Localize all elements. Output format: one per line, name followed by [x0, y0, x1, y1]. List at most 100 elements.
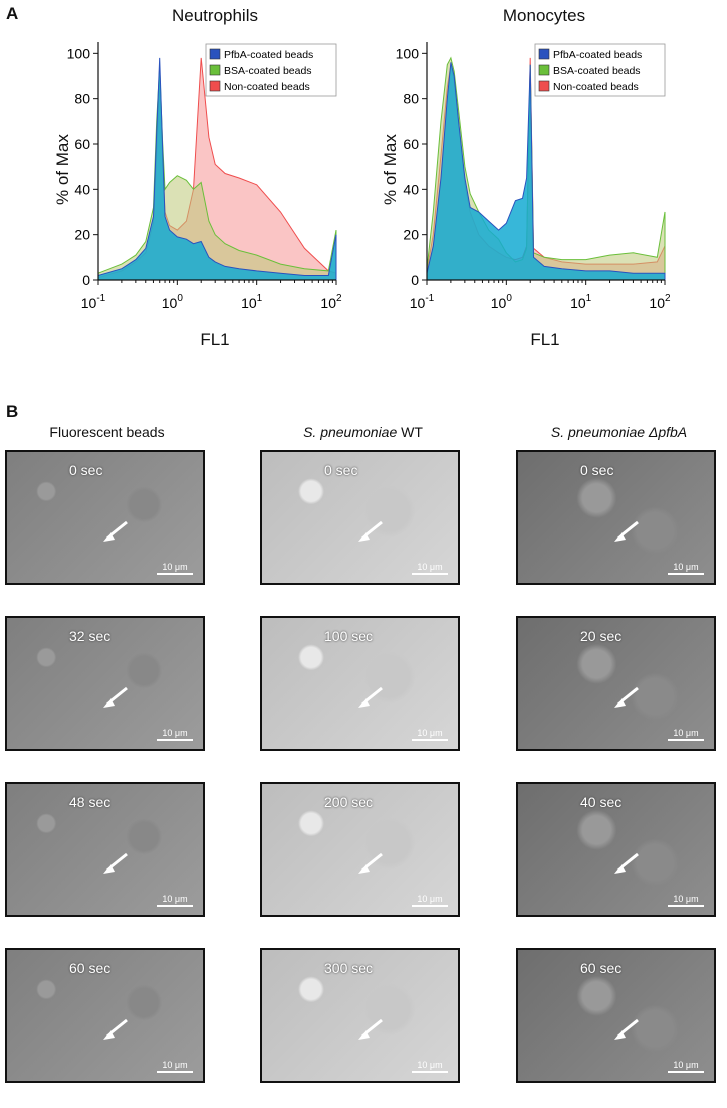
y-tick-label: 0 [411, 272, 419, 288]
micrograph-r4-c1: 60 sec 10 μm [5, 948, 205, 1083]
scale-bar: 10 μm [412, 728, 448, 741]
timestamp-label: 100 sec [324, 628, 374, 644]
scale-bar: 10 μm [668, 894, 704, 907]
scale-bar-line [412, 1071, 448, 1073]
scale-bar-label: 10 μm [162, 1060, 188, 1070]
x-tick-exp: 2 [665, 293, 671, 304]
y-tick-label: 60 [74, 136, 90, 152]
chart-legend: PfbA-coated beads BSA-coated beads Non-coa… [534, 43, 666, 97]
panel-a-letter: A [6, 4, 19, 23]
x-tick-base: 10 [570, 295, 586, 311]
timestamp-label: 0 sec [324, 462, 358, 478]
x-tick-label: 102 [320, 293, 342, 311]
micrograph-r2-c1: 32 sec 10 μm [5, 616, 205, 751]
series-area-pfba-coated-beads [97, 57, 337, 281]
scale-bar-line [412, 573, 448, 575]
micrograph-r2-c2: 100 sec 10 μm [260, 616, 460, 751]
chart-xlabel-neutrophils: FL1 [200, 330, 230, 349]
timestamp-label: 0 sec [69, 462, 103, 478]
scale-bar-label: 10 μm [162, 728, 188, 738]
x-tick-base: 10 [491, 295, 507, 311]
legend-swatch [209, 48, 221, 60]
micrograph-r3-c2: 200 sec 10 μm [260, 782, 460, 917]
micrograph-r4-c2: 300 sec 10 μm [260, 948, 460, 1083]
scale-bar: 10 μm [157, 728, 193, 741]
scale-bar: 10 μm [157, 562, 193, 575]
timestamp-label: 20 sec [580, 628, 622, 644]
x-tick-base: 10 [81, 295, 97, 311]
micrograph-r3-c3: 40 sec 10 μm [516, 782, 716, 917]
column-header-wt: S. pneumoniae WT [303, 424, 423, 440]
legend-box [534, 43, 666, 97]
y-tick-label: 20 [403, 227, 419, 243]
arrow-icon [103, 520, 128, 542]
micrograph-r2-c3: 20 sec 10 μm [516, 616, 716, 751]
scale-bar-line [157, 573, 193, 575]
x-tick-base: 10 [241, 295, 257, 311]
arrow-icon [358, 520, 383, 542]
legend-box [205, 43, 337, 97]
x-tick-exp: 0 [177, 293, 183, 304]
x-tick-exp: 0 [506, 293, 512, 304]
chart-title-monocytes: Monocytes [502, 6, 586, 25]
scale-bar-line [157, 739, 193, 741]
arrow-icon [103, 852, 128, 874]
arrow-icon [614, 852, 639, 874]
legend-label: PfbA-coated beads [224, 49, 313, 61]
scale-bar: 10 μm [412, 894, 448, 907]
column-header-beads: Fluorescent beads [49, 424, 165, 440]
y-tick-label: 80 [403, 91, 419, 107]
timestamp-label: 0 sec [580, 462, 614, 478]
column-header-mutant: S. pneumoniae ΔpfbA [550, 424, 688, 440]
scale-bar: 10 μm [668, 1060, 704, 1073]
scale-bar: 10 μm [412, 562, 448, 575]
x-tick-exp: 1 [257, 293, 263, 304]
y-tick-label: 40 [74, 181, 90, 197]
scale-bar: 10 μm [157, 894, 193, 907]
scale-bar-label: 10 μm [162, 894, 188, 904]
scale-bar-line [157, 905, 193, 907]
legend-swatch [538, 48, 550, 60]
y-tick-label: 100 [67, 45, 91, 61]
timestamp-label: 40 sec [580, 794, 622, 810]
micrograph-r1-c3: 0 sec 10 μm [516, 450, 716, 585]
scale-bar-line [412, 739, 448, 741]
scale-bar-label: 10 μm [417, 562, 443, 572]
arrow-icon [103, 1018, 128, 1040]
micrograph-r3-c1: 48 sec 10 μm [5, 782, 205, 917]
scale-bar-line [668, 905, 704, 907]
scale-bar: 10 μm [412, 1060, 448, 1073]
y-tick-label: 0 [82, 272, 90, 288]
y-tick-label: 100 [396, 45, 420, 61]
x-tick-label: 101 [241, 293, 263, 311]
timestamp-label: 300 sec [324, 960, 374, 976]
x-tick-base: 10 [162, 295, 178, 311]
legend-label: PfbA-coated beads [553, 49, 642, 61]
scale-bar-line [668, 573, 704, 575]
legend-swatch [538, 80, 550, 92]
series-area-pfba-coated-beads [426, 62, 666, 281]
scale-bar-line [668, 1071, 704, 1073]
x-tick-exp: 2 [336, 293, 342, 304]
chart-legend: PfbA-coated beads BSA-coated beads Non-coa… [205, 43, 337, 97]
scale-bar: 10 μm [157, 1060, 193, 1073]
timestamp-label: 200 sec [324, 794, 374, 810]
x-tick-label: 101 [570, 293, 592, 311]
arrow-icon [103, 686, 128, 708]
legend-swatch [538, 64, 550, 76]
scale-bar-label: 10 μm [417, 1060, 443, 1070]
timestamp-label: 48 sec [69, 794, 111, 810]
scale-bar-line [157, 1071, 193, 1073]
arrow-icon [358, 1018, 383, 1040]
scale-bar-label: 10 μm [673, 894, 699, 904]
x-tick-label: 100 [491, 293, 513, 311]
legend-label: Non-coated beads [553, 81, 639, 93]
chart-title-neutrophils: Neutrophils [172, 6, 258, 25]
micrograph-r4-c3: 60 sec 10 μm [516, 948, 716, 1083]
x-tick-label: 10-1 [81, 293, 106, 311]
x-tick-exp: 1 [586, 293, 592, 304]
scale-bar: 10 μm [668, 562, 704, 575]
x-tick-exp: -1 [96, 293, 105, 304]
timestamp-label: 60 sec [580, 960, 622, 976]
